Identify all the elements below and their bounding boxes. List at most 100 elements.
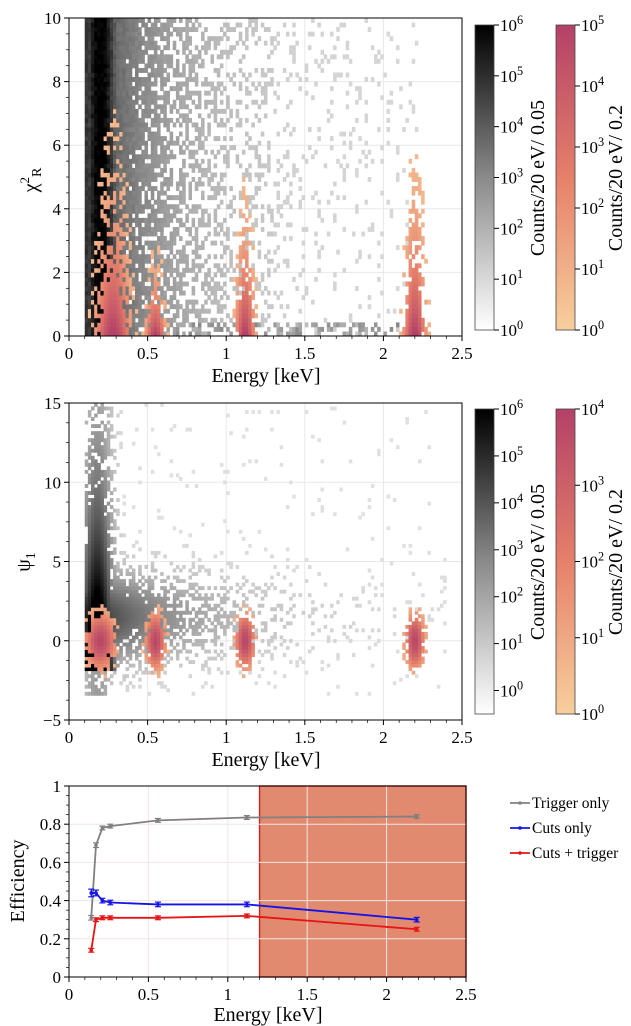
heatmap-cell-selected (414, 236, 419, 241)
heatmap-cell-selected (238, 621, 243, 626)
heatmap-cell (100, 681, 104, 686)
heatmap-cell (267, 145, 271, 151)
heatmap-cell (135, 299, 139, 305)
heatmap-cell (103, 267, 108, 273)
heatmap-cell (135, 131, 139, 137)
heatmap-cell-selected (153, 326, 158, 332)
heatmap-cell (254, 190, 259, 196)
heatmap-cell-selected (97, 299, 101, 305)
heatmap-cell (169, 236, 174, 241)
heatmap-cell (103, 95, 108, 101)
heatmap-cell (235, 122, 240, 128)
heatmap-cell (166, 204, 171, 210)
heatmap-cell (94, 441, 98, 446)
heatmap-cell (417, 582, 422, 587)
heatmap-cell (131, 596, 136, 601)
heatmap-cell-selected (109, 199, 114, 205)
heatmap-cell (188, 533, 193, 538)
heatmap-cell (169, 624, 174, 629)
heatmap-cell (131, 331, 136, 336)
heatmap-cell (94, 322, 98, 328)
heatmap-cell-selected (248, 295, 252, 301)
heatmap-cell (128, 86, 133, 92)
heatmap-cell (207, 670, 211, 675)
heatmap-cell (386, 31, 391, 37)
heatmap-cell (358, 322, 362, 328)
heatmap-cell-selected (405, 624, 409, 629)
heatmap-cell (188, 582, 193, 587)
heatmap-cell (128, 649, 133, 654)
heatmap-cell (207, 127, 211, 132)
heatmap-cell-selected (125, 181, 130, 187)
heatmap-cell (97, 99, 101, 105)
heatmap-cell (175, 565, 180, 569)
heatmap-cell-selected (119, 131, 123, 137)
heatmap-cell (87, 163, 92, 169)
heatmap-cell (103, 86, 108, 92)
heatmap-cell (109, 113, 114, 119)
heatmap-cell (166, 308, 171, 314)
heatmap-cell (160, 81, 164, 87)
heatmap-cell (229, 586, 233, 591)
heatmap-cell-selected (157, 670, 161, 675)
heatmap-cell-selected (238, 245, 243, 251)
heatmap-cell (97, 565, 101, 569)
heatmap-cell (144, 199, 148, 205)
heatmap-cell (141, 638, 145, 643)
heatmap-cell-selected (157, 674, 161, 679)
heatmap-cell-selected (241, 226, 246, 232)
heatmap-cell (179, 190, 183, 196)
heatmap-cell (254, 113, 259, 119)
heatmap-cell (179, 628, 183, 633)
heatmap-cell-selected (414, 628, 419, 633)
heatmap-cell-selected (414, 249, 419, 255)
heatmap-cell (282, 67, 287, 73)
heatmap-cell (169, 656, 174, 661)
heatmap-cell (94, 589, 98, 594)
heatmap-cell (351, 596, 356, 601)
heatmap-cell-selected (232, 276, 237, 282)
heatmap-cell (219, 222, 224, 228)
heatmap-cell (292, 331, 296, 336)
heatmap-cell (113, 540, 117, 545)
heatmap-cell-selected (94, 240, 98, 246)
heatmap-cell (257, 254, 262, 260)
heatmap-cell (175, 649, 180, 654)
heatmap-cell (122, 586, 126, 591)
heatmap-cell (380, 582, 384, 587)
heatmap-cell (109, 505, 114, 510)
heatmap-cell (342, 22, 347, 28)
heatmap-cell (182, 186, 186, 192)
heatmap-cell-selected (251, 646, 255, 650)
heatmap-cell (191, 263, 196, 269)
heatmap-cell (116, 462, 120, 467)
heatmap-cell (113, 572, 117, 576)
heatmap-cell (216, 304, 221, 310)
heatmap-cell (405, 674, 409, 679)
heatmap-cell (135, 40, 139, 46)
heatmap-cell-selected (417, 322, 422, 328)
heatmap-cell (216, 621, 221, 626)
heatmap-cell (238, 86, 243, 92)
heatmap-cell (94, 526, 98, 531)
heatmap-cell (87, 600, 92, 605)
heatmap-cell-selected (408, 281, 413, 287)
heatmap-cell (100, 582, 104, 587)
heatmap-cell (97, 36, 101, 42)
heatmap-cell (179, 249, 183, 255)
heatmap-cell (204, 317, 208, 323)
heatmap-cell (150, 154, 155, 160)
heatmap-cell (138, 466, 142, 471)
heatmap-cell (260, 226, 265, 232)
heatmap-cell (100, 177, 104, 182)
heatmap-cell-selected (153, 617, 158, 622)
heatmap-cell (97, 190, 101, 196)
heatmap-cell (157, 299, 161, 305)
heatmap-cell-selected (163, 617, 167, 622)
heatmap-cell-selected (248, 240, 252, 246)
heatmap-cell-selected (405, 308, 409, 314)
heatmap-cell (100, 561, 104, 566)
heatmap-cell (304, 90, 309, 96)
heatmap-cell (194, 127, 199, 132)
heatmap-cell (276, 326, 281, 332)
